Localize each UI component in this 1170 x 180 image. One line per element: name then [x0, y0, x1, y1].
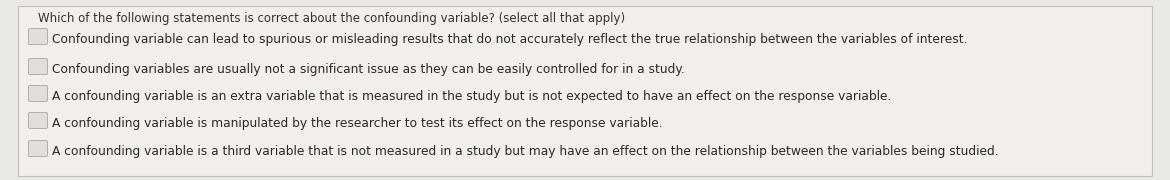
Text: Which of the following statements is correct about the confounding variable? (se: Which of the following statements is cor…: [37, 12, 625, 25]
Text: Confounding variables are usually not a significant issue as they can be easily : Confounding variables are usually not a …: [51, 63, 684, 76]
FancyBboxPatch shape: [28, 141, 48, 156]
FancyBboxPatch shape: [18, 6, 1152, 176]
Text: A confounding variable is an extra variable that is measured in the study but is: A confounding variable is an extra varia…: [51, 90, 892, 103]
FancyBboxPatch shape: [28, 112, 48, 129]
FancyBboxPatch shape: [28, 86, 48, 102]
Text: Confounding variable can lead to spurious or misleading results that do not accu: Confounding variable can lead to spuriou…: [51, 33, 968, 46]
FancyBboxPatch shape: [28, 58, 48, 75]
Text: A confounding variable is a third variable that is not measured in a study but m: A confounding variable is a third variab…: [51, 145, 999, 158]
FancyBboxPatch shape: [28, 28, 48, 44]
Text: A confounding variable is manipulated by the researcher to test its effect on th: A confounding variable is manipulated by…: [51, 117, 662, 130]
